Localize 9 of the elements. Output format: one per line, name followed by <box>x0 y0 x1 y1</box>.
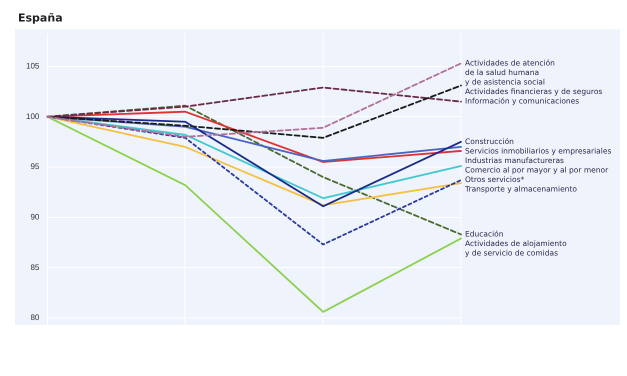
y-tick-label: 80 <box>30 313 40 322</box>
line-series <box>46 86 462 118</box>
y-tick-label: 100 <box>26 112 40 121</box>
y-tick-label: 95 <box>30 162 40 172</box>
y-tick-label: 90 <box>30 212 40 222</box>
y-tick-label: 105 <box>26 62 40 71</box>
chart-title: España <box>18 11 63 24</box>
line-series <box>46 62 462 138</box>
y-tick-label: 85 <box>30 262 40 272</box>
